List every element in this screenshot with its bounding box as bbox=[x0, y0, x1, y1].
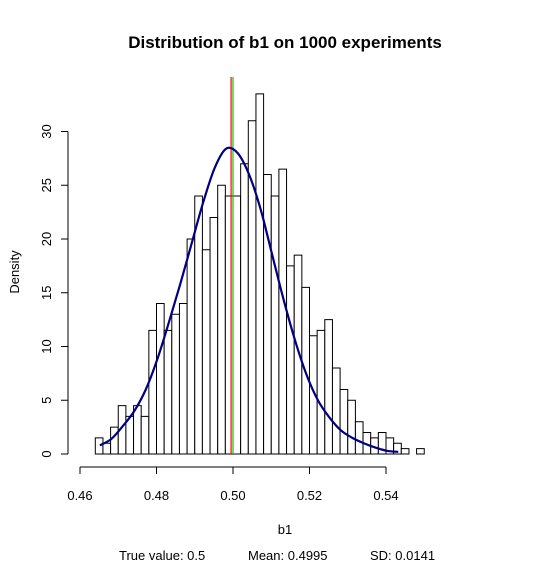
histogram-bar bbox=[316, 329, 326, 455]
histogram-bar bbox=[354, 421, 364, 455]
histogram-bar bbox=[224, 195, 234, 455]
histogram-bar bbox=[416, 448, 425, 455]
x-axis-label: b1 bbox=[278, 522, 292, 537]
histogram-bar bbox=[201, 249, 211, 455]
histogram-bar bbox=[171, 313, 180, 455]
histogram-bars bbox=[94, 93, 425, 455]
histogram-bar bbox=[163, 329, 173, 455]
x-tick-label: 0.52 bbox=[297, 488, 322, 503]
histogram-bar bbox=[331, 367, 341, 455]
chart-title: Distribution of b1 on 1000 experiments bbox=[128, 33, 442, 52]
histogram-bar bbox=[293, 254, 303, 455]
y-axis-label: Density bbox=[7, 250, 22, 294]
mean-stat: Mean: 0.4995 bbox=[248, 548, 328, 563]
histogram-bar bbox=[186, 238, 196, 455]
histogram-bar bbox=[217, 184, 226, 455]
histogram-bar bbox=[263, 174, 272, 455]
histogram-bar bbox=[140, 415, 150, 455]
histogram-bar bbox=[347, 399, 356, 455]
histogram-bar bbox=[400, 448, 410, 455]
histogram-bar bbox=[339, 389, 349, 455]
histogram-bar bbox=[255, 93, 265, 455]
x-tick-label: 0.48 bbox=[144, 488, 169, 503]
y-tick-label: 0 bbox=[39, 450, 54, 457]
sd-stat: SD: 0.0141 bbox=[370, 548, 435, 563]
histogram-bar bbox=[148, 329, 158, 455]
histogram-bar bbox=[270, 195, 280, 455]
y-axis: 0 5 10 15 20 25 30 bbox=[39, 124, 69, 458]
y-tick-label: 15 bbox=[39, 286, 54, 300]
x-axis: 0.46 0.48 0.50 0.52 0.54 bbox=[67, 466, 399, 503]
histogram-bar bbox=[94, 437, 104, 455]
density-curve bbox=[99, 146, 399, 453]
x-tick-label: 0.54 bbox=[373, 488, 398, 503]
reference-lines bbox=[230, 77, 234, 454]
histogram-bar bbox=[133, 405, 142, 455]
histogram-bar bbox=[110, 426, 119, 455]
y-tick-label: 10 bbox=[39, 339, 54, 353]
x-tick-label: 0.46 bbox=[67, 488, 92, 503]
histogram-bar bbox=[240, 163, 249, 455]
y-tick-label: 5 bbox=[39, 397, 54, 404]
x-tick-label: 0.50 bbox=[220, 488, 245, 503]
histogram-bar bbox=[209, 217, 219, 455]
y-tick-label: 20 bbox=[39, 232, 54, 246]
histogram-bar bbox=[324, 319, 333, 455]
histogram-bar bbox=[286, 265, 295, 455]
histogram-bar bbox=[278, 168, 288, 455]
histogram-bar bbox=[178, 303, 188, 455]
true-value-stat: True value: 0.5 bbox=[119, 548, 205, 563]
histogram-bar bbox=[194, 195, 203, 455]
histogram-bar bbox=[102, 442, 112, 455]
y-tick-label: 25 bbox=[39, 178, 54, 192]
histogram-bar bbox=[232, 195, 242, 455]
histogram-bar bbox=[156, 303, 165, 455]
y-tick-label: 30 bbox=[39, 124, 54, 138]
histogram-bar bbox=[247, 120, 257, 455]
